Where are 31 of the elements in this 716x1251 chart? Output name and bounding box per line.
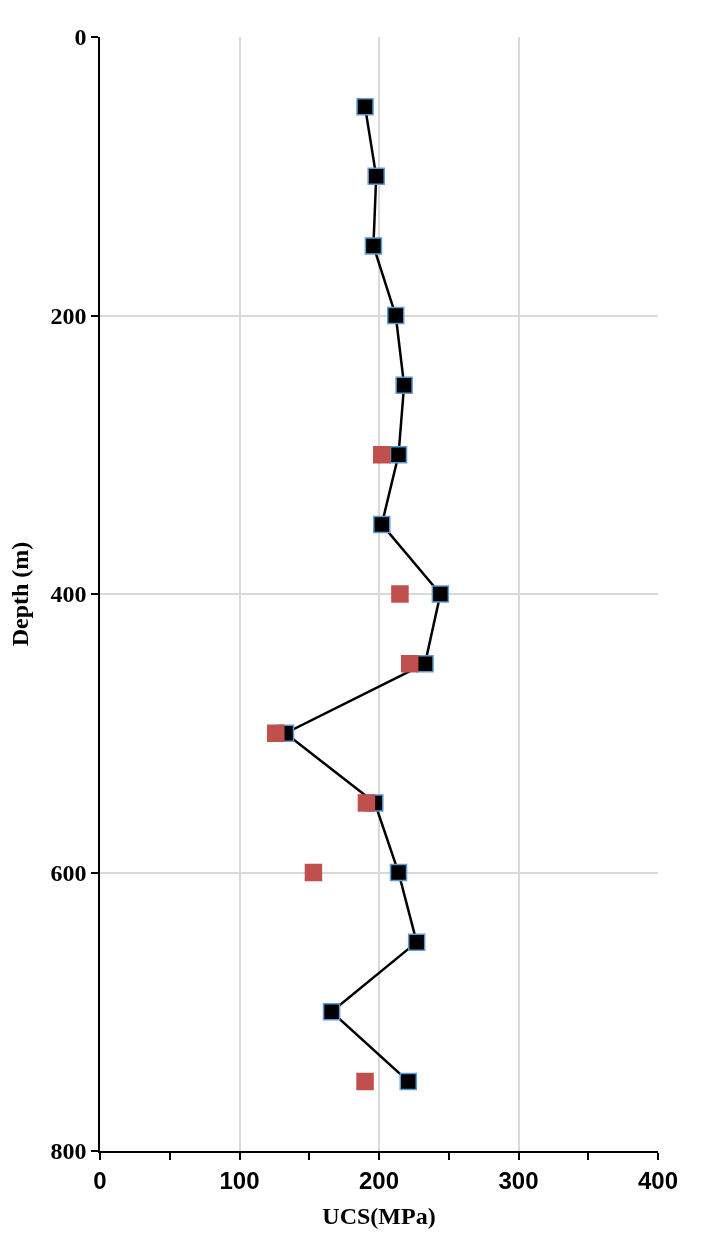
point: [431, 585, 450, 603]
point: [395, 376, 413, 394]
y-tick-label: 0: [74, 24, 87, 51]
x-tick-label: 0: [93, 1166, 107, 1194]
point: [389, 863, 408, 882]
point: [407, 933, 426, 951]
point: [400, 654, 419, 673]
point: [391, 585, 409, 603]
point: [356, 97, 374, 116]
x-tick-label: 100: [219, 1166, 260, 1194]
x-axis-title: UCS(MPa): [322, 1203, 436, 1230]
point: [364, 237, 383, 255]
point: [399, 1072, 418, 1091]
point: [386, 306, 405, 325]
point: [357, 794, 376, 812]
point: [373, 515, 391, 534]
point: [373, 446, 391, 464]
y-axis-title: Depth (m): [7, 541, 34, 647]
point: [304, 863, 323, 882]
x-tick-label: 300: [498, 1166, 539, 1194]
point: [322, 1003, 341, 1021]
point: [389, 446, 408, 464]
point: [367, 167, 385, 185]
x-tick-label: 400: [637, 1166, 679, 1194]
y-tick-label: 200: [50, 302, 87, 329]
point: [267, 724, 285, 742]
x-tick-label: 200: [358, 1166, 400, 1194]
y-tick-label: 600: [50, 859, 87, 886]
y-tick-label: 800: [50, 1138, 87, 1165]
y-tick-label: 400: [50, 581, 87, 608]
point: [356, 1072, 374, 1091]
